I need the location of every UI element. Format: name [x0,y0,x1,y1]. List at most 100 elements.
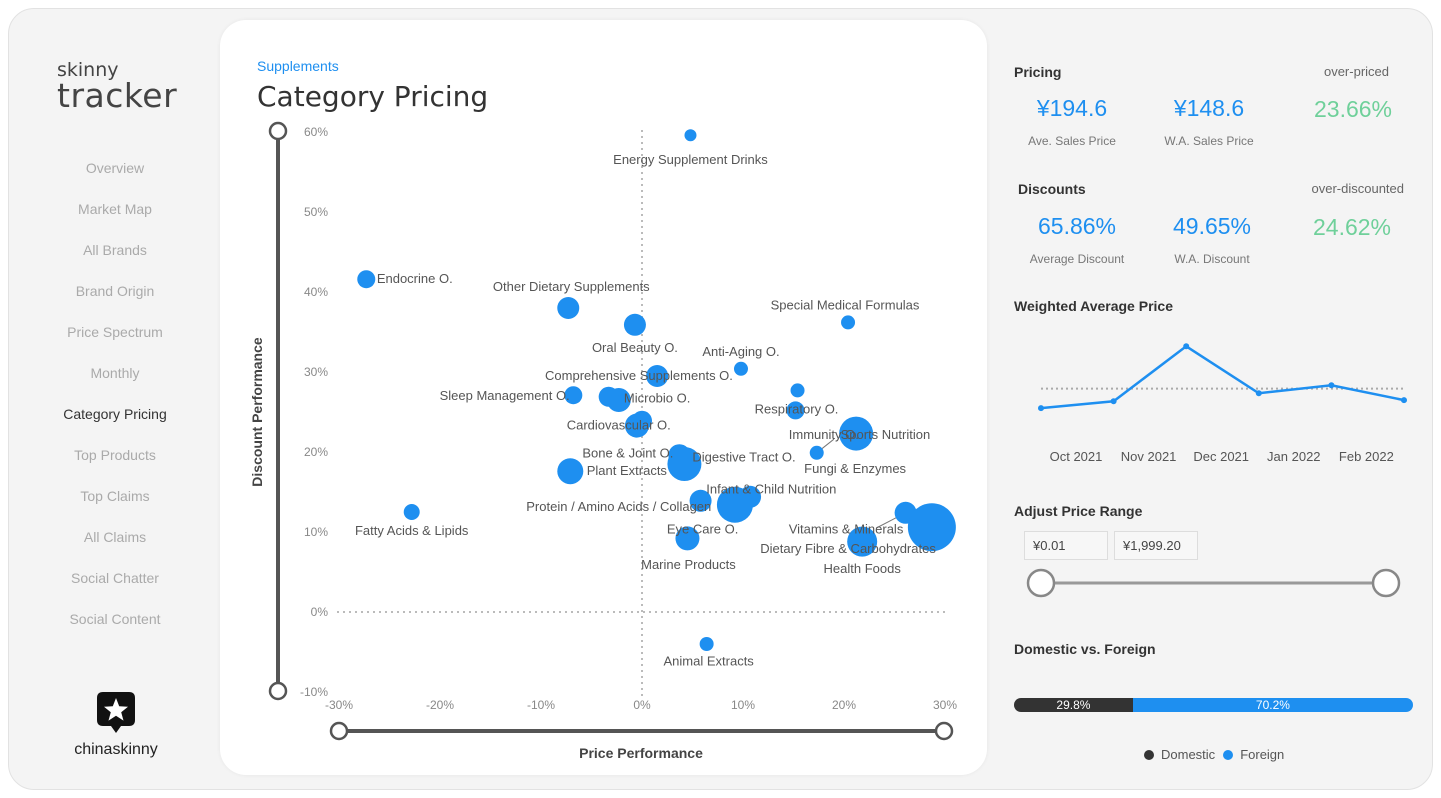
wap-series-line [1040,344,1405,410]
label-oral-beauty-o: Oral Beauty O. [592,340,678,355]
slider-max-handle[interactable] [1371,568,1401,598]
label-health-foods: Health Foods [824,561,902,576]
discount-slider-bottom-handle[interactable] [268,681,288,701]
slider-min-handle[interactable] [1026,568,1056,598]
point-health-foods[interactable] [847,526,878,557]
wa-discount-label: W.A. Discount [1174,252,1250,266]
price-range-slider[interactable] [1020,563,1410,603]
point-respiratory-o[interactable] [790,383,805,398]
discount-slider-top-handle[interactable] [268,121,288,141]
wap-point[interactable] [1038,405,1044,412]
domestic-legend-dot [1144,749,1154,760]
point-eye-care-o[interactable] [716,486,753,523]
nav-item-overview[interactable]: Overview [85,160,145,176]
point-dietary-fibre-carbohydrates[interactable] [907,503,956,552]
x-tick-label: 20% [832,698,856,712]
point-immunity-o[interactable] [809,445,824,460]
average-discount-value: 65.86% [1037,213,1116,239]
wap-x-tick: Oct 2021 [1050,449,1103,464]
price-min-input[interactable]: ¥0.01 [1024,531,1108,560]
over-discounted-label: over-discounted [1311,181,1405,196]
point-cardiovascular-o-2[interactable] [632,410,652,431]
y-tick-label: 30% [304,365,328,379]
point-endocrine-o[interactable] [357,270,376,289]
y-axis-title: Discount Performance [249,337,265,487]
pricing-title: Pricing [1014,64,1062,80]
wap-point[interactable] [1183,343,1190,350]
label-microbio-o: Microbio O. [624,390,690,405]
wap-point[interactable] [1110,398,1117,405]
nav-item-social-content[interactable]: Social Content [69,611,161,627]
main-card: Supplements Category Pricing -10% 0% 10% 20… [220,20,987,775]
y-tick-label: 10% [304,525,328,539]
nav-item-price-spectrum[interactable]: Price Spectrum [67,324,163,340]
point-energy-supplement-drinks[interactable] [684,129,697,142]
wap-x-tick: Dec 2021 [1193,449,1249,464]
point-special-medical-formulas[interactable] [841,315,856,330]
point-other-dietary-supplements[interactable] [557,297,580,319]
point-comprehensive-supplements-o[interactable] [646,365,669,387]
nav-item-all-brands[interactable]: All Brands [83,242,147,258]
point-marine-products[interactable] [675,526,700,551]
y-tick-label: 60% [304,125,328,139]
label-digestive-tract-o: Digestive Tract O. [692,450,795,465]
label-fatty-acids-lipids: Fatty Acids & Lipids [355,523,469,538]
point-sleep-management-o[interactable] [564,386,583,405]
point-microbio-o-2[interactable] [598,386,619,407]
over-discounted-value: 24.62% [1312,214,1391,240]
price-slider-left-handle[interactable] [329,721,349,741]
point-fatty-acids-lipids[interactable] [403,504,420,520]
label-comprehensive-supplements-o: Comprehensive Supplements O. [545,368,733,383]
point-respiratory-o-2[interactable] [786,401,805,420]
domestic-segment: 29.8% [1014,698,1133,712]
point-plant-extracts[interactable] [557,458,584,485]
ave-sales-price-label: Ave. Sales Price [1028,134,1116,148]
chinaskinny-logo-icon [97,692,135,733]
label-cardiovascular-o: Cardiovascular O. [567,418,671,433]
nav-item-social-chatter[interactable]: Social Chatter [71,570,159,586]
nav-item-monthly[interactable]: Monthly [90,365,140,381]
category-pricing-scatter: -10% 0% 10% 20% 30% 40% 50% 60% -30% -20% -10% 0% 10… [249,121,957,761]
y-tick-label: 0% [311,605,329,619]
foreign-legend-label: Foreign [1240,747,1285,762]
wa-discount-value: 49.65% [1172,213,1251,239]
wap-point[interactable] [1401,397,1407,404]
nav-item-top-products[interactable]: Top Products [74,447,156,463]
label-immunity-o: Immunity O. [789,427,859,442]
wap-x-tick: Nov 2021 [1121,449,1177,464]
label-eye-care-o: Eye Care O. [667,522,739,537]
point-sports-nutrition[interactable] [839,416,874,451]
label-respiratory-o: Respiratory O. [755,402,839,417]
foreign-legend-dot [1223,749,1234,760]
point-digestive-tract-o[interactable] [667,447,702,481]
nav-item-market-map[interactable]: Market Map [78,201,152,217]
label-animal-extracts: Animal Extracts [664,654,755,669]
nav-item-all-claims[interactable]: All Claims [83,529,147,545]
wap-point[interactable] [1328,382,1335,389]
x-axis-title: Price Performance [579,745,703,761]
label-sports-nutrition: Sports Nutrition [841,427,931,442]
point-animal-extracts[interactable] [699,637,714,651]
dvf-legend: Domestic Foreign [1144,747,1284,762]
wa-sales-price-value: ¥148.6 [1173,95,1245,121]
breadcrumb-supplements[interactable]: Supplements [257,58,339,74]
x-tick-label: 10% [731,698,755,712]
domestic-foreign-bar: 29.8% 70.2% [1014,698,1413,712]
wap-x-tick: Feb 2022 [1339,449,1394,464]
ave-sales-price-value: ¥194.6 [1036,95,1108,121]
price-max-input[interactable]: ¥1,999.20 [1114,531,1198,560]
app-logo: skinny tracker [57,60,177,112]
label-special-medical-formulas: Special Medical Formulas [771,298,920,313]
price-slider-right-handle[interactable] [934,721,954,741]
point-anti-aging-o[interactable] [733,361,748,376]
wap-point[interactable] [1255,390,1262,397]
nav-item-category-pricing[interactable]: Category Pricing [63,406,167,422]
wa-sales-price-label: W.A. Sales Price [1164,134,1254,148]
label-fungi-enzymes: Fungi & Enzymes [804,461,906,476]
point-protein-amino-acids-collagen[interactable] [689,489,712,512]
point-oral-beauty-o[interactable] [623,313,646,336]
label-infant-child-nutrition: Infant & Child Nutrition [706,482,836,497]
label-marine-products: Marine Products [641,557,736,572]
nav-item-brand-origin[interactable]: Brand Origin [75,283,155,299]
nav-item-top-claims[interactable]: Top Claims [80,488,150,504]
